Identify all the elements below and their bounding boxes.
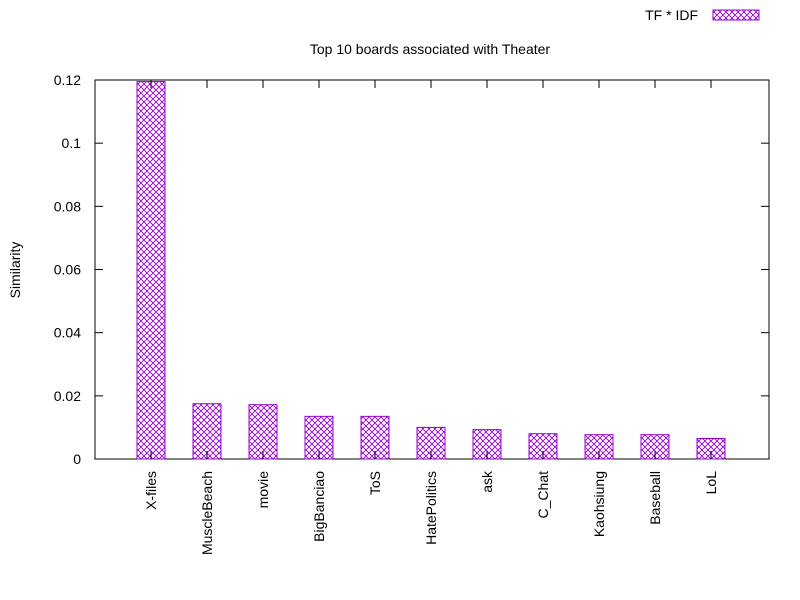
x-tick-label: ToS: [367, 471, 383, 495]
y-tick-label: 0.12: [54, 72, 81, 88]
x-tick-label: C_Chat: [535, 471, 551, 519]
x-tick-label: movie: [255, 471, 271, 509]
legend: TF * IDF: [645, 7, 760, 23]
y-tick-label: 0: [73, 451, 81, 467]
y-axis-label: Similarity: [7, 242, 23, 299]
y-axis-ticks: 0 0.02 0.04 0.06 0.08 0.1 0.12: [54, 72, 769, 467]
x-tick-label: MuscleBeach: [199, 471, 215, 555]
bar-musclebeach: [192, 403, 222, 460]
y-tick-label: 0.02: [54, 388, 81, 404]
x-tick-label: ask: [479, 470, 495, 493]
plot-frame: [94, 79, 770, 460]
y-tick-label: 0.06: [54, 262, 81, 278]
x-tick-label: BigBanciao: [311, 471, 327, 542]
x-tick-label: Kaohsiung: [591, 471, 607, 537]
x-tick-label: HatePolitics: [423, 471, 439, 545]
bars: [136, 81, 726, 460]
x-tick-label: LoL: [703, 471, 719, 495]
x-tick-label: Baseball: [647, 471, 663, 525]
x-axis-tick-labels: X-files MuscleBeach movie BigBanciao ToS Hate…: [143, 80, 719, 555]
legend-label: TF * IDF: [645, 7, 698, 23]
chart-title: Top 10 boards associated with Theater: [310, 41, 551, 57]
y-tick-label: 0.08: [54, 198, 81, 214]
legend-swatch: [712, 9, 760, 21]
bar-x-files: [136, 81, 166, 460]
x-tick-label: X-files: [143, 471, 159, 510]
y-tick-label: 0.1: [62, 135, 82, 151]
bar-movie: [248, 404, 278, 460]
y-tick-label: 0.04: [54, 325, 81, 341]
